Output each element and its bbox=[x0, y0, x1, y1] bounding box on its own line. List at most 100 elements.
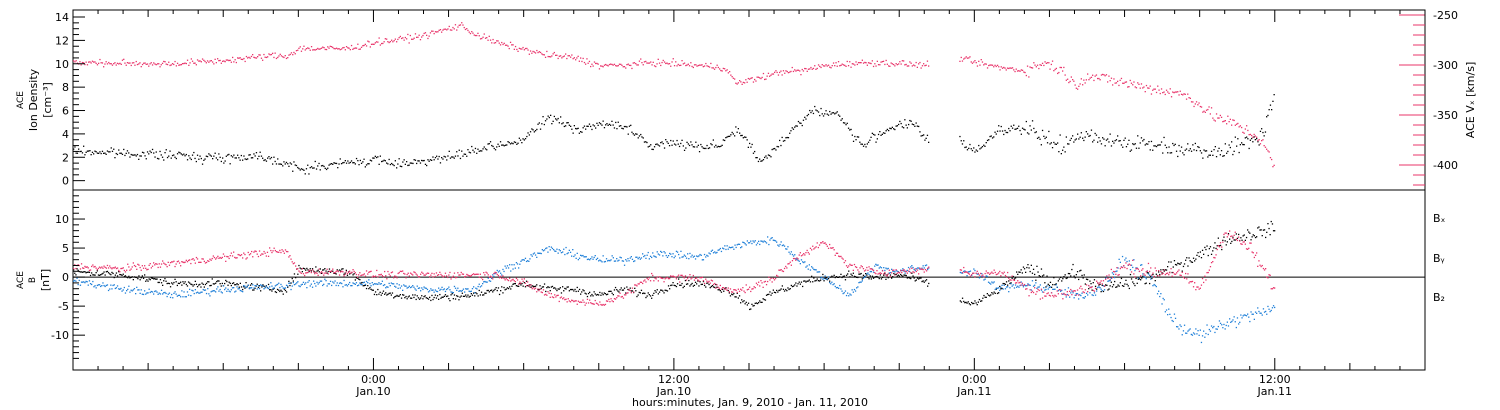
data-point bbox=[961, 143, 964, 145]
data-point bbox=[515, 262, 518, 264]
data-point bbox=[564, 253, 566, 256]
data-point bbox=[604, 293, 607, 295]
data-point bbox=[1066, 291, 1068, 293]
data-point bbox=[204, 60, 206, 63]
data-point bbox=[568, 290, 570, 292]
data-point bbox=[324, 278, 326, 280]
data-point bbox=[927, 285, 929, 287]
data-point bbox=[646, 295, 648, 297]
data-point bbox=[1205, 332, 1207, 335]
data-point bbox=[871, 269, 874, 271]
data-point bbox=[80, 263, 83, 265]
data-point bbox=[502, 275, 504, 277]
data-point bbox=[686, 141, 688, 143]
data-point bbox=[458, 274, 460, 276]
data-point bbox=[760, 240, 762, 242]
data-point bbox=[531, 128, 533, 130]
data-point bbox=[97, 284, 100, 286]
data-point bbox=[485, 281, 487, 283]
data-point bbox=[969, 304, 972, 306]
data-point bbox=[270, 289, 272, 291]
data-point bbox=[865, 269, 867, 271]
data-point bbox=[210, 284, 212, 287]
data-point bbox=[617, 295, 619, 297]
data-point bbox=[1162, 269, 1164, 271]
data-point bbox=[309, 49, 311, 51]
data-point bbox=[586, 258, 589, 261]
data-point bbox=[886, 275, 888, 277]
data-point bbox=[790, 70, 792, 73]
data-point bbox=[495, 272, 497, 274]
data-point bbox=[133, 154, 135, 156]
data-point bbox=[294, 164, 296, 166]
data-point bbox=[355, 47, 358, 49]
data-point bbox=[416, 285, 418, 287]
data-point bbox=[1232, 236, 1234, 238]
data-point bbox=[756, 302, 759, 305]
data-point bbox=[398, 37, 400, 39]
data-point bbox=[876, 264, 878, 266]
data-point bbox=[1171, 275, 1173, 277]
data-point bbox=[1215, 156, 1218, 158]
data-point bbox=[439, 271, 441, 273]
data-point bbox=[463, 153, 465, 155]
data-point bbox=[983, 276, 985, 278]
data-point bbox=[753, 286, 755, 288]
data-point bbox=[889, 272, 892, 274]
data-point bbox=[780, 288, 782, 290]
data-point bbox=[767, 236, 769, 238]
data-point bbox=[894, 65, 896, 67]
data-point bbox=[92, 274, 94, 276]
data-point bbox=[628, 260, 630, 262]
data-point bbox=[413, 159, 415, 161]
data-point bbox=[1133, 143, 1135, 146]
data-point bbox=[326, 268, 328, 270]
data-point bbox=[580, 131, 582, 133]
data-point bbox=[1098, 77, 1100, 80]
data-point bbox=[1114, 280, 1116, 283]
data-point bbox=[327, 167, 329, 169]
data-point bbox=[1247, 248, 1249, 250]
data-point bbox=[1060, 153, 1062, 155]
data-point bbox=[696, 255, 698, 257]
data-point bbox=[590, 258, 592, 260]
data-point bbox=[119, 271, 121, 273]
data-point bbox=[128, 285, 130, 287]
data-point bbox=[447, 276, 449, 279]
data-point bbox=[531, 285, 533, 287]
data-point bbox=[461, 273, 463, 275]
data-point bbox=[1219, 322, 1222, 324]
data-point bbox=[273, 56, 275, 59]
data-point bbox=[302, 168, 304, 171]
data-point bbox=[88, 271, 91, 273]
data-point bbox=[771, 281, 773, 283]
data-point bbox=[1253, 133, 1255, 136]
data-point bbox=[418, 298, 421, 300]
data-point bbox=[1231, 235, 1233, 237]
data-point bbox=[982, 275, 984, 278]
data-point bbox=[1087, 291, 1089, 293]
data-point bbox=[279, 53, 281, 55]
data-point bbox=[243, 252, 245, 254]
data-point bbox=[514, 141, 517, 144]
data-point bbox=[648, 277, 650, 279]
data-point bbox=[532, 253, 534, 255]
data-point bbox=[1062, 149, 1064, 151]
data-point bbox=[502, 144, 504, 146]
data-point bbox=[122, 273, 124, 275]
data-point bbox=[382, 284, 385, 287]
data-point bbox=[1040, 64, 1042, 66]
data-point bbox=[160, 282, 163, 284]
data-point bbox=[501, 277, 503, 279]
data-point bbox=[234, 291, 236, 293]
data-point bbox=[389, 163, 391, 166]
data-point bbox=[305, 282, 307, 284]
data-point bbox=[407, 164, 409, 167]
data-point bbox=[850, 264, 852, 266]
data-point bbox=[1038, 136, 1040, 138]
data-point bbox=[1150, 275, 1152, 277]
data-point bbox=[371, 282, 373, 284]
data-point bbox=[1168, 261, 1170, 263]
data-point bbox=[1227, 325, 1230, 327]
data-point bbox=[166, 295, 168, 298]
